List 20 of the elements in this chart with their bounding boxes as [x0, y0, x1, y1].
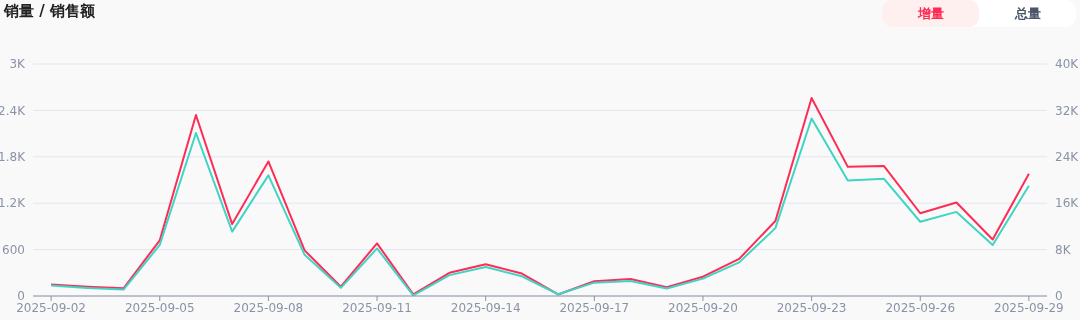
- x-tick-label: 2025-09-17: [559, 300, 630, 315]
- text: 增量: [882, 0, 979, 27]
- text: 总量: [1013, 4, 1042, 23]
- y2-tick-label: 16K: [1055, 196, 1080, 211]
- y2-tick-label: 40K: [1055, 57, 1080, 72]
- x-tick-label: 2025-09-23: [776, 300, 847, 315]
- x-tick-label: 2025-09-20: [668, 300, 738, 315]
- x-tick-label: 2025-09-05: [124, 300, 195, 315]
- x-tick-label: 2025-09-26: [885, 300, 956, 315]
- y-tick-label: 1.2K: [0, 196, 27, 211]
- y-tick-label: 600: [2, 242, 25, 257]
- chart-title: 销量 / 销售额: [4, 2, 95, 21]
- y2-tick-label: 24K: [1055, 150, 1080, 165]
- y2-tick-label: 8K: [1055, 242, 1072, 257]
- y-tick-label: 1.8K: [0, 150, 27, 165]
- x-tick-label: 2025-09-14: [450, 300, 521, 315]
- x-tick-label: 2025-09-08: [233, 300, 304, 315]
- x-tick-label: 2025-09-11: [342, 300, 412, 315]
- y-tick-label: 3K: [9, 57, 27, 72]
- y2-tick-label: 32K: [1055, 103, 1080, 118]
